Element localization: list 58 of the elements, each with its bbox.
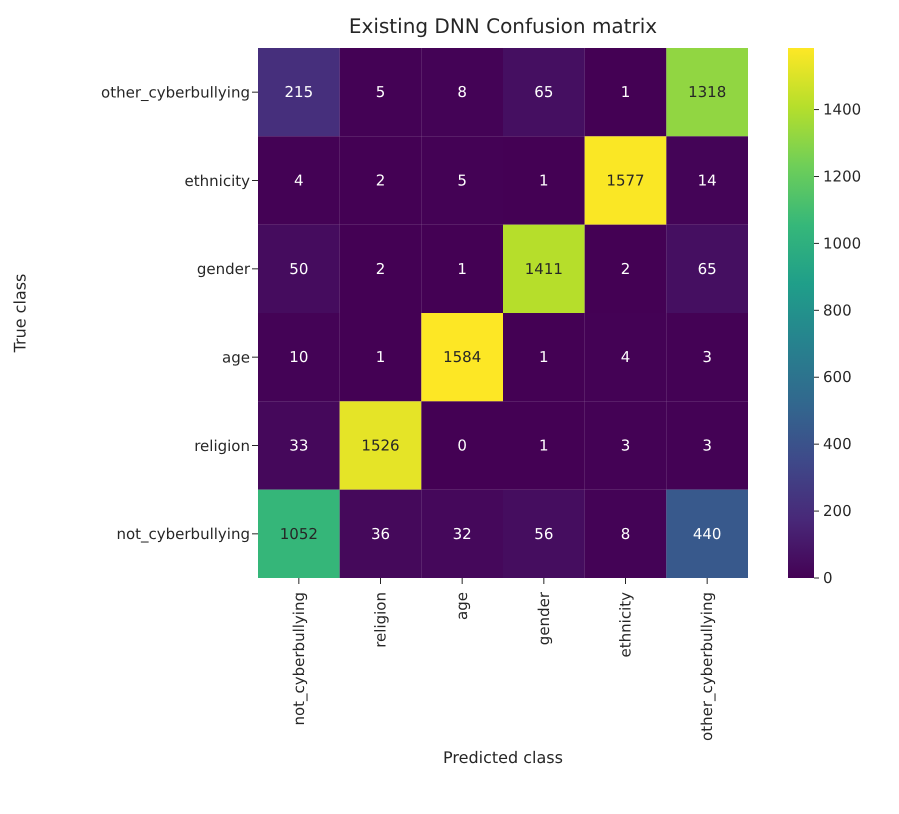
data-label: 32 <box>452 524 472 543</box>
data-label: 4 <box>294 172 304 190</box>
data-label: 33 <box>289 436 308 454</box>
data-label: 36 <box>370 524 390 543</box>
data-label: 1 <box>620 83 630 102</box>
x-axis-title: Predicted class <box>442 748 564 767</box>
data-label: 65 <box>698 260 717 278</box>
data-label: 1577 <box>606 172 645 190</box>
x-tick-label: age <box>453 592 472 620</box>
y-tick-label: not_cyberbullying <box>116 525 250 544</box>
color-bar-label: 400 <box>823 435 852 454</box>
y-tick-label: gender <box>196 260 251 278</box>
data-label: 14 <box>698 172 717 190</box>
data-label: 50 <box>289 260 308 278</box>
data-label: 8 <box>457 83 467 102</box>
color-bar-label: 1000 <box>823 234 862 252</box>
data-label: 1 <box>539 348 549 366</box>
data-label: 2 <box>376 260 386 278</box>
data-label: 1 <box>539 172 549 190</box>
color-bar-label: 800 <box>823 301 852 320</box>
color-bar-label: 600 <box>823 368 852 386</box>
data-label: 4 <box>620 348 630 366</box>
y-tick-label: age <box>222 348 250 366</box>
data-label: 1526 <box>361 436 400 454</box>
data-label: 440 <box>692 524 722 543</box>
data-label: 1 <box>457 260 467 278</box>
color-bar-label: 0 <box>823 569 833 587</box>
x-tick-label: religion <box>372 592 390 648</box>
y-axis-title: True class <box>10 274 30 352</box>
data-label: 8 <box>620 524 630 543</box>
color-bar-label: 1200 <box>823 167 862 186</box>
data-label: 5 <box>457 172 467 190</box>
y-tick-label: other_cyberbullying <box>101 83 250 102</box>
data-label: 3 <box>702 348 712 366</box>
y-tick-label: religion <box>194 436 250 455</box>
x-tick-label: gender <box>534 591 553 646</box>
data-label: 1411 <box>524 260 563 278</box>
data-label: 65 <box>534 83 554 102</box>
data-label: 215 <box>284 83 314 102</box>
data-label: 1584 <box>443 348 482 366</box>
data-label: 1052 <box>280 524 318 543</box>
data-label: 1 <box>539 436 549 454</box>
data-label: 1318 <box>688 83 726 102</box>
data-label: 3 <box>702 436 712 454</box>
color-bar-label: 1400 <box>823 100 862 119</box>
x-tick-label: other_cyberbullying <box>698 592 716 741</box>
data-label: 1 <box>376 348 386 366</box>
data-label: 2 <box>620 260 630 278</box>
data-label: 5 <box>376 83 386 102</box>
x-tick-label: ethnicity <box>616 592 634 658</box>
color-bar-label: 200 <box>823 502 852 520</box>
data-label: 0 <box>457 436 467 454</box>
data-label: 3 <box>620 436 630 454</box>
chart-title: Existing DNN Confusion matrix <box>348 14 658 38</box>
y-tick-label: ethnicity <box>184 172 250 190</box>
data-label: 56 <box>534 524 554 543</box>
data-label: 10 <box>289 348 308 366</box>
data-label: 2 <box>376 172 386 190</box>
